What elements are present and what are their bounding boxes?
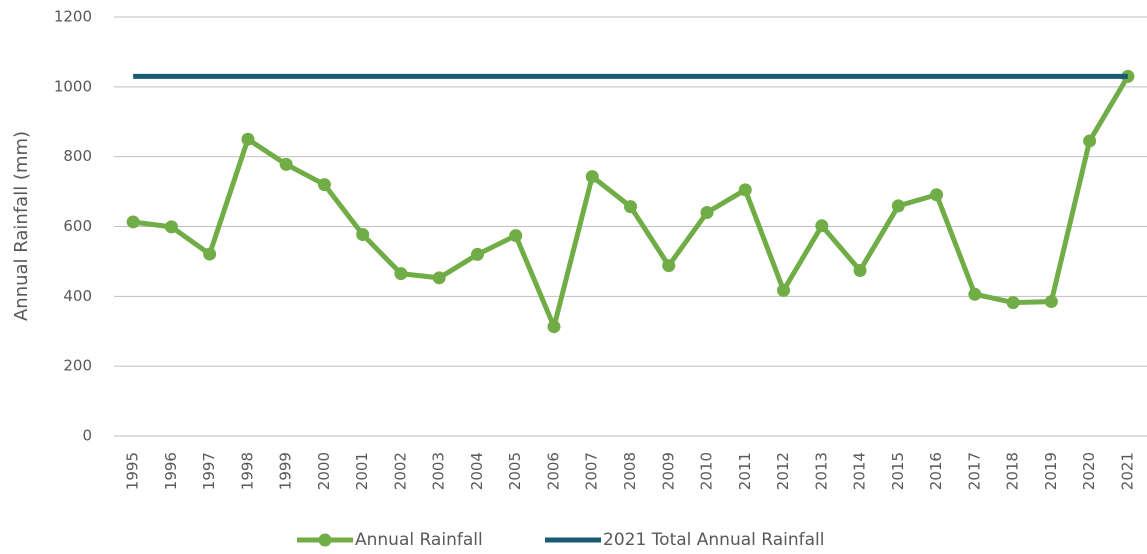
data-point	[432, 271, 446, 285]
x-tick-label: 2009	[659, 452, 677, 490]
data-point	[1083, 134, 1097, 148]
x-tick-label: 2001	[353, 452, 371, 490]
x-tick-label: 2003	[430, 452, 448, 490]
x-tick-label: 2014	[851, 452, 869, 490]
x-tick-label: 2004	[468, 452, 486, 490]
legend-label: 2021 Total Annual Rainfall	[603, 530, 824, 550]
data-point	[470, 247, 484, 261]
legend-label: Annual Rainfall	[355, 530, 483, 550]
x-tick-label: 2005	[506, 452, 524, 490]
data-point	[164, 220, 178, 234]
x-tick-label: 2017	[965, 452, 983, 490]
x-tick-label: 2010	[698, 452, 716, 490]
data-point	[930, 188, 944, 202]
data-point	[700, 206, 714, 220]
x-tick-label: 2016	[927, 452, 945, 490]
x-tick-label: 2015	[889, 452, 907, 490]
y-tick-label: 200	[63, 357, 92, 375]
data-point	[585, 170, 599, 184]
x-tick-label: 2019	[1042, 452, 1060, 490]
data-point	[624, 200, 637, 214]
data-point	[738, 183, 752, 197]
data-point	[547, 320, 561, 334]
legend-marker	[318, 533, 332, 547]
data-point	[203, 247, 217, 261]
x-tick-label: 2012	[774, 452, 792, 490]
x-tick-label: 2006	[544, 452, 562, 490]
data-point	[662, 259, 676, 273]
data-point	[394, 267, 408, 281]
legend-item: Annual Rainfall	[297, 530, 483, 550]
data-point	[317, 178, 331, 192]
y-axis-label: Annual Rainfall (mm)	[11, 131, 32, 321]
legend-item: 2021 Total Annual Rainfall	[545, 530, 824, 550]
data-point	[126, 215, 140, 229]
x-tick-label: 1999	[277, 452, 295, 490]
x-tick-label: 2013	[812, 452, 830, 490]
data-point	[509, 229, 523, 243]
y-tick-label: 0	[82, 427, 92, 445]
x-tick-label: 1995	[124, 452, 142, 490]
data-point	[815, 219, 829, 233]
y-tick-label: 600	[63, 217, 92, 235]
y-tick-label: 400	[63, 287, 92, 305]
data-point	[891, 199, 905, 213]
data-point	[853, 263, 867, 277]
x-tick-label: 2021	[1118, 452, 1136, 490]
data-point	[241, 132, 255, 146]
x-tick-label: 1996	[162, 452, 180, 490]
x-tick-label: 2007	[583, 452, 601, 490]
data-point	[1044, 295, 1058, 309]
y-tick-label: 1000	[54, 77, 92, 95]
y-tick-label: 800	[63, 147, 92, 165]
x-tick-label: 2020	[1080, 452, 1098, 490]
x-tick-label: 2000	[315, 452, 333, 490]
x-tick-label: 2018	[1004, 452, 1022, 490]
data-point	[777, 283, 791, 297]
x-tick-label: 2008	[621, 452, 639, 490]
y-tick-label: 1200	[54, 8, 92, 26]
data-point	[356, 228, 370, 242]
x-tick-label: 2011	[736, 452, 754, 490]
data-point	[968, 287, 982, 301]
x-tick-label: 1998	[238, 452, 256, 490]
x-tick-label: 2002	[391, 452, 409, 490]
data-point	[1006, 296, 1020, 310]
x-tick-label: 1997	[200, 452, 218, 490]
data-point	[279, 157, 293, 171]
